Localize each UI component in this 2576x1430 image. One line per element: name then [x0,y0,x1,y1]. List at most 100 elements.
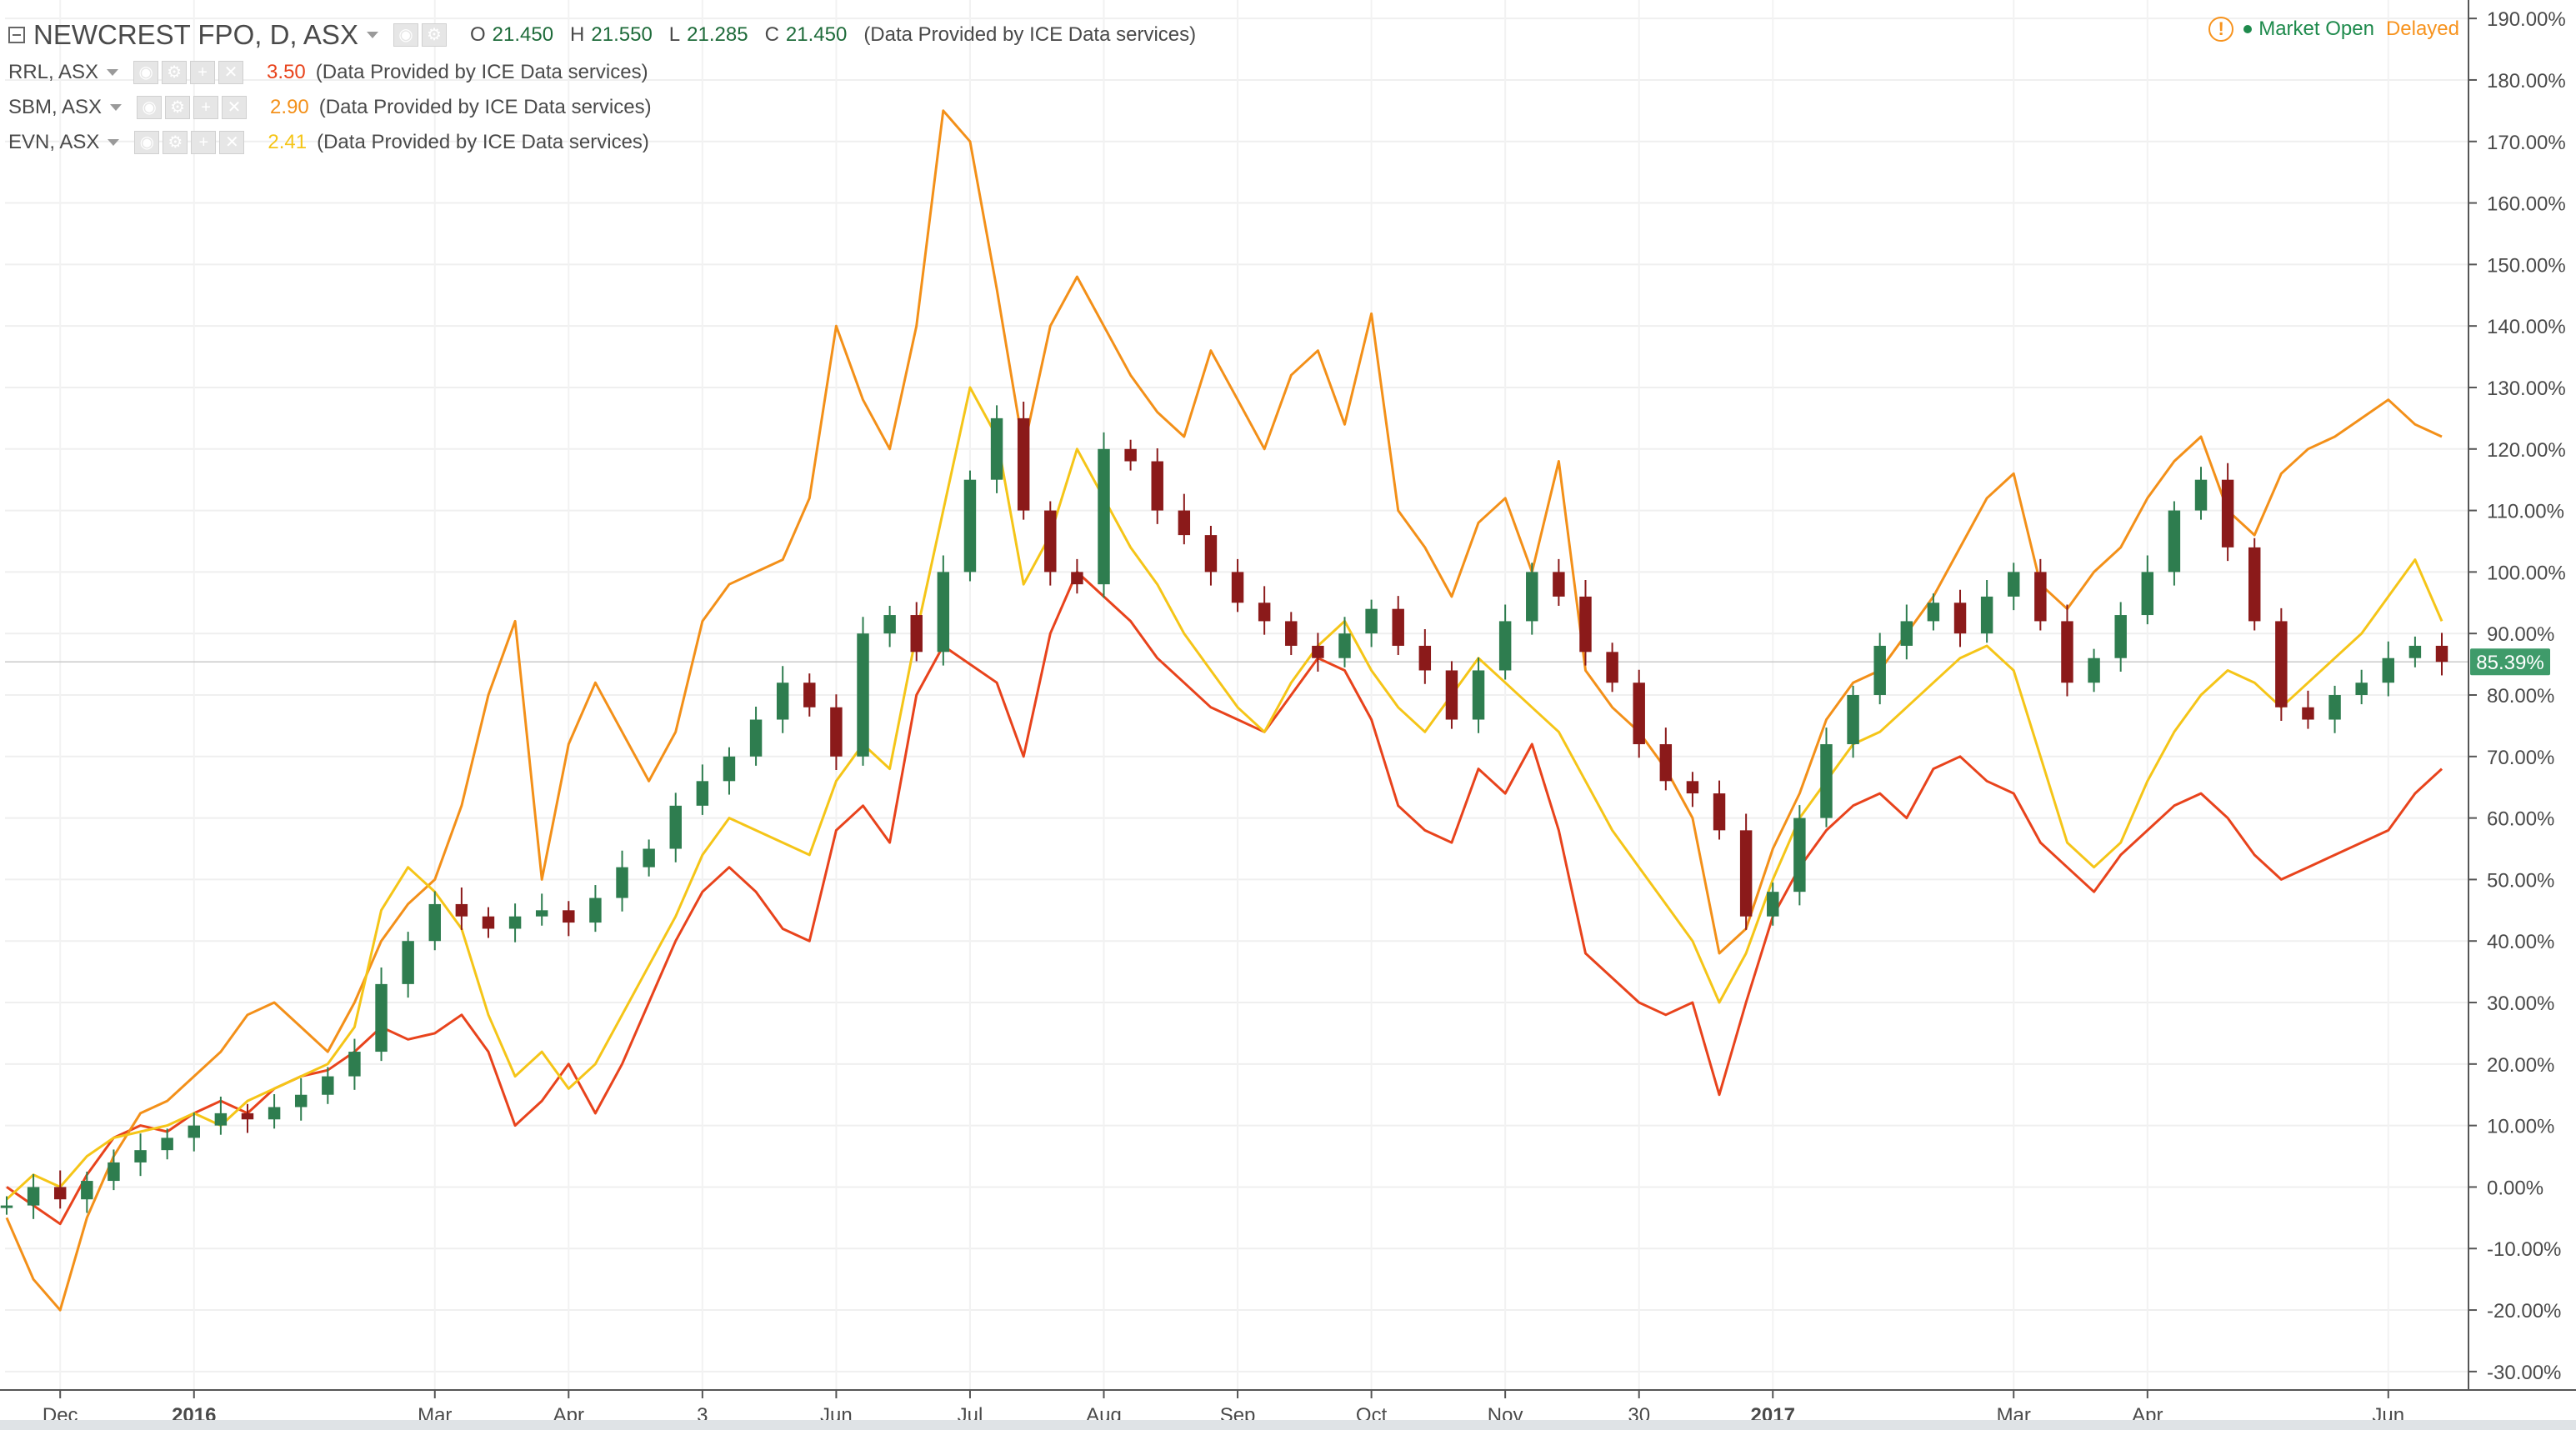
eye-icon[interactable]: ◉ [134,131,160,154]
close-icon[interactable]: ✕ [218,61,244,84]
candle-body [1258,602,1271,622]
gear-icon[interactable]: ⚙ [163,131,188,154]
y-tick-label: 80.00% [2487,685,2554,708]
ohlc-label-c: C [764,23,779,46]
y-tick-label: -20.00% [2487,1300,2561,1322]
compare-symbol-label[interactable]: RRL, ASX [8,61,99,83]
candle-body [535,910,548,917]
chevron-down-icon[interactable] [110,104,123,111]
candle-body [322,1076,334,1095]
candle-body [1713,793,1726,831]
bottom-scroll-strip [0,1420,2576,1430]
y-tick-label: 70.00% [2487,747,2554,769]
legend: NEWCREST FPO, D, ASX ◉ ⚙ O 21.450 H 21.550 L… [8,15,1196,160]
candle-body [1285,621,1298,646]
candle-body [241,1112,254,1120]
candle-body [910,615,923,652]
plus-icon[interactable]: + [191,131,217,154]
candle-body [2248,547,2261,622]
y-tick-label: 120.00% [2487,439,2566,462]
candle-body [2382,658,2395,683]
candle-body [2141,572,2154,616]
candle-body [616,867,628,898]
candle-body [1498,621,1512,671]
candle-body [1767,892,1779,917]
eye-icon[interactable]: ◉ [393,23,418,47]
warning-icon[interactable]: ! [2208,17,2234,42]
candle-body [1579,596,1592,652]
main-symbol-title[interactable]: NEWCREST FPO, D, ASX [33,19,358,50]
candle-body [2114,615,2127,658]
close-icon[interactable]: ✕ [222,96,248,119]
y-tick-label: 150.00% [2487,254,2566,277]
compare-symbol-provider: (Data Provided by ICE Data services) [317,131,649,153]
chevron-down-icon[interactable] [107,69,119,76]
candle-body [134,1150,147,1162]
candle-body [589,898,602,923]
y-tick-label: 10.00% [2487,1116,2554,1138]
y-tick-label: 20.00% [2487,1054,2554,1077]
compare-symbol-label[interactable]: EVN, ASX [8,131,100,153]
eye-icon[interactable]: ◉ [137,96,163,119]
candle-body [2221,479,2234,548]
y-tick-label: 60.00% [2487,808,2554,831]
ohlc-value-l: 21.285 [687,23,748,46]
candle-body [428,903,441,942]
last-value-label: 85.39% [2476,652,2543,674]
candle-body [2061,621,2073,683]
candle-body [482,916,495,929]
y-tick-label: 50.00% [2487,869,2554,892]
compare-symbol-row[interactable]: EVN, ASX ◉ ⚙ + ✕ 2.41 (Data Provided by ICE Da… [8,125,1196,160]
candle-body [2008,572,2020,597]
ohlc-value-h: 21.550 [591,23,653,46]
candle-body [348,1052,361,1077]
compare-symbol-provider: (Data Provided by ICE Data services) [318,96,652,118]
eye-icon[interactable]: ◉ [133,61,159,84]
close-icon[interactable]: ✕ [219,131,245,154]
ohlc-values: O 21.450 H 21.550 L 21.285 C 21.450 [470,18,863,52]
candle-body [1739,830,1753,917]
chevron-down-icon[interactable] [366,32,378,38]
plus-icon[interactable]: + [190,61,216,84]
candle-body [669,805,682,849]
candle-body [2034,572,2047,622]
candle-body [1633,682,1645,745]
candle-body [643,848,655,868]
series-layer [5,109,2443,1312]
plus-icon[interactable]: + [193,96,219,119]
series-line-rrl [6,570,2443,1226]
candle-body [723,756,736,782]
compare-symbol-value: 2.90 [270,96,309,118]
compare-symbol-provider: (Data Provided by ICE Data services) [315,61,648,83]
ohlc-value-o: 21.450 [492,23,554,46]
candle-body [27,1187,40,1206]
candle-body [508,916,522,929]
candle-body [108,1162,120,1182]
main-symbol-row[interactable]: NEWCREST FPO, D, ASX ◉ ⚙ O 21.450 H 21.550 L… [8,15,1196,55]
collapse-icon[interactable] [8,27,25,43]
compare-symbol-label[interactable]: SBM, ASX [8,96,103,118]
gear-icon[interactable]: ⚙ [165,96,191,119]
y-tick-label: 190.00% [2487,8,2566,31]
compare-symbol-row[interactable]: SBM, ASX ◉ ⚙ + ✕ 2.90 (Data Provided by ICE Da… [8,90,1196,125]
y-tick-label: 140.00% [2487,316,2566,338]
candle-body [161,1138,173,1151]
candle-body [0,1205,13,1208]
compare-symbol-row[interactable]: RRL, ASX ◉ ⚙ + ✕ 3.50 (Data Provided by ICE Da… [8,55,1196,90]
gear-icon[interactable]: ⚙ [421,23,447,47]
candle-body [1392,608,1404,646]
market-open-label: Market Open [2258,18,2374,40]
candle-body [776,682,789,720]
chevron-down-icon[interactable] [108,139,120,146]
candle-body [2355,682,2368,695]
candle-body [1044,510,1057,572]
candle-body [1847,695,1859,745]
candle-body [455,903,468,917]
candle-body [1418,645,1432,671]
y-tick-label: -10.00% [2487,1238,2561,1261]
candle-body [2435,645,2448,662]
gear-icon[interactable]: ⚙ [162,61,188,84]
